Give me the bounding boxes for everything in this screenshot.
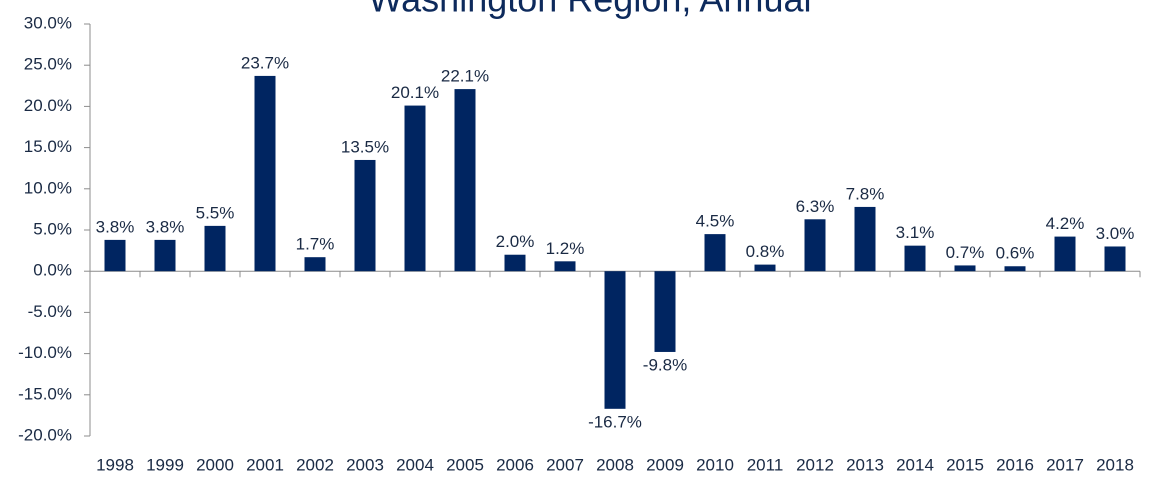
data-label: 0.6% — [996, 244, 1035, 263]
x-tick-label: 2016 — [996, 455, 1034, 474]
chart-title: Washington Region, Annual — [369, 0, 812, 20]
y-tick-label: -20.0% — [18, 425, 72, 444]
data-label: 3.1% — [896, 223, 935, 242]
x-tick-label: 2009 — [646, 455, 684, 474]
data-label: -9.8% — [643, 355, 687, 374]
y-tick-label: 5.0% — [33, 219, 72, 238]
x-tick-label: 2002 — [296, 455, 334, 474]
data-label: 3.8% — [146, 217, 185, 236]
y-tick-label: -5.0% — [28, 302, 72, 321]
bar — [354, 159, 376, 272]
data-label: 1.2% — [546, 239, 585, 258]
x-tick-label: 2006 — [496, 455, 534, 474]
data-label: 1.7% — [296, 235, 335, 254]
x-tick-label: 2000 — [196, 455, 234, 474]
data-label: 3.8% — [96, 217, 135, 236]
y-tick-label: 25.0% — [24, 55, 72, 74]
y-tick-label: 20.0% — [24, 96, 72, 115]
y-tick-label: 0.0% — [33, 261, 72, 280]
data-label: 0.8% — [746, 242, 785, 261]
data-label: 7.8% — [846, 184, 885, 203]
data-label: -16.7% — [588, 412, 642, 431]
x-tick-label: 2010 — [696, 455, 734, 474]
bar — [854, 206, 876, 272]
data-label: 2.0% — [496, 232, 535, 251]
bar — [154, 239, 176, 272]
x-tick-label: 2013 — [846, 455, 884, 474]
bar — [1054, 236, 1076, 272]
bar — [604, 271, 626, 409]
bar — [404, 105, 426, 272]
bar — [554, 261, 576, 272]
x-tick-label: 1998 — [96, 455, 134, 474]
bar — [254, 75, 276, 272]
bar — [304, 257, 326, 272]
bar — [504, 254, 526, 272]
x-tick-label: 2017 — [1046, 455, 1084, 474]
data-label: 20.1% — [391, 83, 439, 102]
x-tick-label: 2004 — [396, 455, 434, 474]
x-tick-label: 2018 — [1096, 455, 1134, 474]
y-tick-label: -10.0% — [18, 343, 72, 362]
data-label: 3.0% — [1096, 224, 1135, 243]
data-label: 5.5% — [196, 203, 235, 222]
data-label: 4.2% — [1046, 214, 1085, 233]
y-tick-label: 10.0% — [24, 178, 72, 197]
x-tick-label: 2011 — [747, 455, 784, 474]
x-tick-label: 2007 — [546, 455, 584, 474]
bar — [454, 89, 476, 272]
y-tick-label: 15.0% — [24, 137, 72, 156]
bar — [954, 265, 976, 272]
data-label: 13.5% — [341, 137, 389, 156]
x-tick-label: 2003 — [346, 455, 384, 474]
x-tick-label: 2005 — [446, 455, 484, 474]
bar — [754, 264, 776, 272]
y-tick-label: -15.0% — [18, 384, 72, 403]
data-label: 22.1% — [441, 67, 489, 86]
x-tick-label: 2015 — [946, 455, 984, 474]
y-tick-label: 30.0% — [24, 13, 72, 32]
bar — [204, 225, 226, 272]
bar — [654, 271, 676, 352]
data-label: 23.7% — [241, 53, 289, 72]
bar — [804, 219, 826, 272]
data-label: 4.5% — [696, 212, 735, 231]
bar — [1004, 266, 1026, 272]
bar — [704, 234, 726, 272]
x-tick-label: 2001 — [246, 455, 284, 474]
data-label: 0.7% — [946, 243, 985, 262]
bar — [904, 245, 926, 272]
bar — [104, 239, 126, 272]
data-label: 6.3% — [796, 197, 835, 216]
x-tick-label: 2008 — [596, 455, 634, 474]
x-tick-label: 1999 — [146, 455, 184, 474]
bar — [1104, 246, 1126, 272]
x-tick-label: 2014 — [896, 455, 934, 474]
x-tick-label: 2012 — [796, 455, 834, 474]
